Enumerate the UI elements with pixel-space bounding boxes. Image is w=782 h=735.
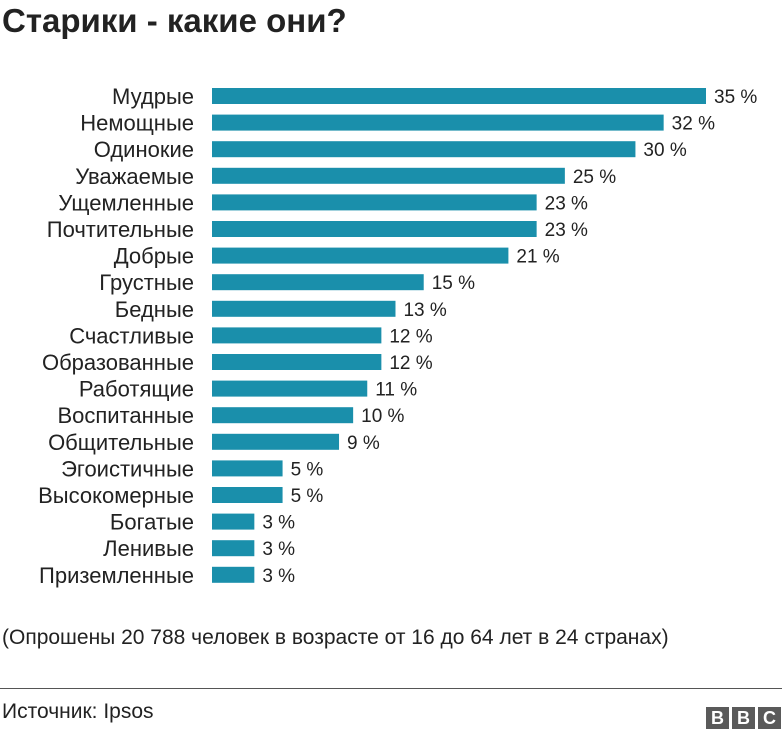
value-label: 5 %: [291, 459, 324, 480]
source-text: Источник: Ipsos: [2, 700, 154, 723]
bar: [212, 433, 340, 450]
bar: [212, 327, 382, 344]
category-label: Богатые: [110, 510, 194, 535]
bar-chart: Мудрые 35 % Немощные 32 % Одинокие 30 % Уважае…: [38, 84, 757, 588]
bar: [212, 114, 664, 131]
category-label: Эгоистичные: [61, 456, 194, 481]
chart-title: Старики - какие они?: [2, 2, 347, 39]
bbc-logo-letter: B: [706, 707, 729, 729]
category-label: Ущемленные: [58, 190, 194, 215]
value-label: 11 %: [375, 380, 417, 401]
category-label: Мудрые: [112, 84, 194, 109]
footer-divider: [0, 688, 782, 689]
category-label: Воспитанные: [57, 403, 194, 428]
category-label: Общительные: [48, 430, 194, 455]
category-label: Почтительные: [47, 217, 194, 242]
survey-note: (Опрошены 20 788 человек в возрасте от 1…: [2, 626, 669, 649]
bar: [212, 194, 537, 211]
bar: [212, 487, 283, 503]
bbc-logo-letter: B: [732, 707, 755, 729]
value-label: 23 %: [545, 220, 588, 241]
category-label: Ленивые: [103, 536, 194, 561]
category-label: Работящие: [79, 377, 194, 402]
bbc-logo-letter: C: [758, 707, 781, 729]
value-label: 15 %: [432, 273, 475, 294]
value-label: 9 %: [347, 433, 380, 454]
value-label: 3 %: [262, 566, 295, 587]
value-label: 5 %: [291, 486, 324, 507]
category-label: Образованные: [42, 350, 194, 375]
bbc-logo: B B C: [706, 707, 781, 729]
category-label: Грустные: [99, 270, 194, 295]
category-label: Счастливые: [69, 323, 194, 348]
value-label: 30 %: [643, 140, 686, 161]
value-label: 35 %: [714, 87, 757, 108]
bar: [212, 300, 396, 317]
value-label: 12 %: [389, 353, 432, 374]
category-label: Добрые: [114, 244, 194, 269]
category-label: Одинокие: [94, 137, 194, 162]
category-label: Уважаемые: [75, 164, 194, 189]
category-label: Бедные: [115, 297, 194, 322]
value-label: 10 %: [361, 406, 404, 427]
value-label: 12 %: [389, 326, 432, 347]
bar: [212, 460, 283, 477]
bar: [212, 274, 424, 291]
value-label: 21 %: [516, 247, 559, 268]
value-label: 13 %: [403, 300, 446, 321]
bar: [212, 167, 565, 184]
bar: [212, 247, 509, 264]
value-label: 3 %: [262, 539, 295, 560]
bar: [212, 380, 368, 397]
bar: [212, 354, 382, 370]
bar: [212, 566, 255, 583]
value-label: 23 %: [545, 193, 588, 214]
value-label: 3 %: [262, 513, 295, 534]
bar: [212, 513, 255, 530]
bar: [212, 88, 706, 104]
bar: [212, 407, 354, 424]
value-label: 32 %: [672, 114, 715, 135]
category-label: Немощные: [80, 111, 194, 136]
value-label: 25 %: [573, 167, 616, 188]
bar: [212, 141, 636, 158]
bar: [212, 221, 537, 237]
category-label: Приземленные: [39, 563, 194, 588]
category-label: Высокомерные: [38, 483, 194, 508]
bar: [212, 540, 255, 557]
